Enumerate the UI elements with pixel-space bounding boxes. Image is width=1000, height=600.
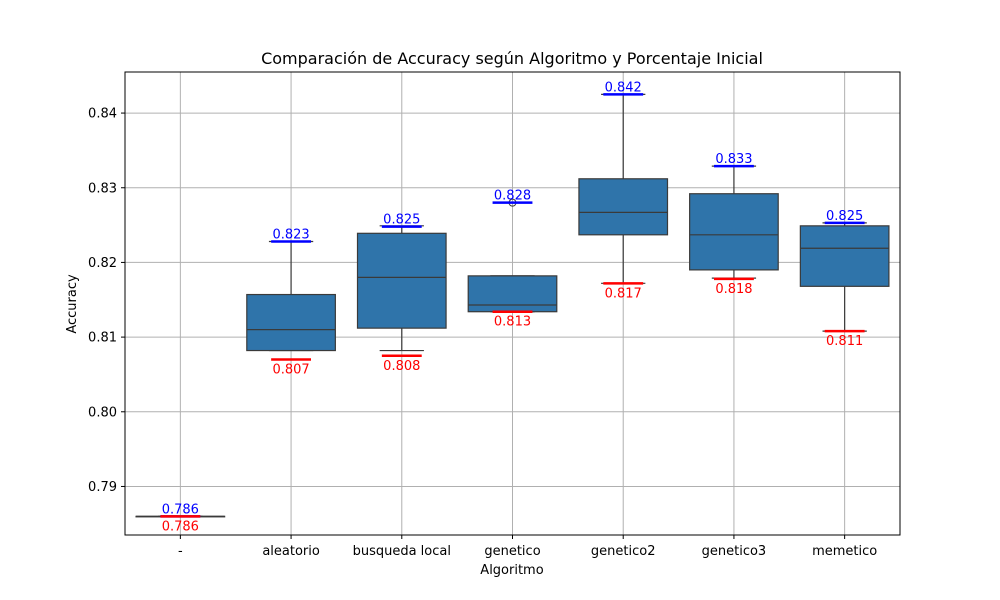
box-aleatorio — [246, 240, 336, 352]
max-label: 0.786 — [162, 502, 199, 517]
axis-ticks: 0.79 0.80 0.81 0.82 0.83 0.84 - aleatorio busque… — [88, 107, 877, 559]
x-tick-label: genetico3 — [702, 544, 767, 559]
x-axis-label: Algoritmo — [480, 563, 543, 578]
min-label: 0.813 — [494, 315, 531, 330]
y-tick-label: 0.83 — [88, 181, 117, 196]
box-genetico2 — [578, 93, 669, 284]
box-iqr — [467, 275, 558, 313]
max-label: 0.825 — [826, 209, 863, 224]
min-label: 0.807 — [272, 363, 309, 378]
max-label: 0.823 — [272, 228, 309, 243]
x-tick-label: memetico — [812, 544, 877, 559]
x-tick-label: genetico — [484, 544, 540, 559]
box-iqr — [578, 178, 669, 236]
box-iqr — [689, 193, 779, 271]
boxes — [135, 93, 890, 518]
min-label: 0.808 — [383, 359, 420, 374]
min-label: 0.811 — [826, 334, 863, 349]
box-memetico — [799, 222, 890, 332]
max-label: 0.825 — [383, 213, 420, 228]
max-label: 0.833 — [715, 152, 752, 167]
annotations: 0.786 0.786 0.823 0.807 0.825 0.808 0.828 0.813… — [160, 80, 865, 534]
box-iqr — [356, 232, 447, 329]
max-label: 0.828 — [494, 189, 531, 204]
y-tick-label: 0.82 — [88, 256, 117, 271]
box-genetico — [467, 198, 558, 313]
y-axis-label: Accuracy — [65, 274, 80, 334]
x-tick-label: - — [178, 544, 183, 559]
min-label: 0.817 — [605, 286, 642, 301]
y-tick-label: 0.81 — [88, 331, 117, 346]
box-iqr — [799, 225, 890, 287]
x-tick-label: busqueda local — [353, 544, 451, 559]
y-tick-label: 0.84 — [88, 107, 117, 122]
chart-title: Comparación de Accuracy según Algoritmo … — [261, 49, 763, 68]
x-tick-label: aleatorio — [262, 544, 320, 559]
x-tick-label: genetico2 — [591, 544, 656, 559]
y-tick-label: 0.80 — [88, 405, 117, 420]
box-genetico3 — [689, 165, 779, 279]
box-iqr — [246, 293, 336, 352]
max-label: 0.842 — [605, 80, 642, 95]
min-label: 0.786 — [162, 519, 199, 534]
min-label: 0.818 — [715, 282, 752, 297]
box-busqueda-local — [356, 225, 447, 352]
y-tick-label: 0.79 — [88, 480, 117, 495]
